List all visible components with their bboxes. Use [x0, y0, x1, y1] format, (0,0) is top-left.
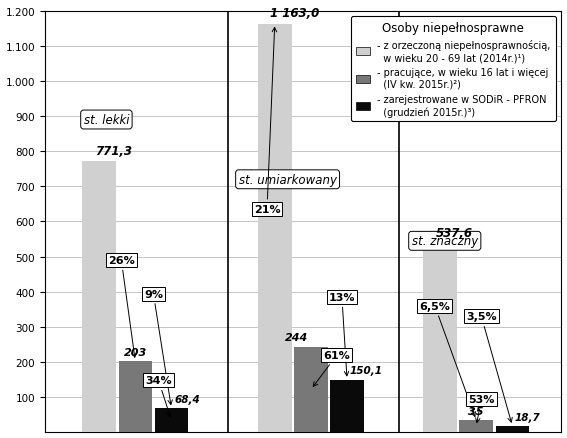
Text: st. umiarkowany: st. umiarkowany	[239, 173, 337, 186]
Text: 68,4: 68,4	[174, 394, 200, 404]
Text: 3,5%: 3,5%	[466, 312, 512, 422]
Text: st. znaczny: st. znaczny	[412, 235, 478, 248]
Text: 1 163,0: 1 163,0	[269, 7, 319, 20]
Bar	[258, 25, 291, 432]
Legend: - z orzeczoną niepełnosprawnością,
  w wieku 20 - 69 lat (2014r.)¹), - pracujące: - z orzeczoną niepełnosprawnością, w wie…	[351, 17, 556, 122]
Bar	[294, 347, 328, 432]
Text: 34%: 34%	[145, 375, 172, 417]
Text: st. lekki: st. lekki	[84, 114, 129, 127]
Bar	[155, 409, 188, 432]
Text: 13%: 13%	[329, 293, 355, 376]
Text: 18,7: 18,7	[515, 412, 541, 422]
Text: 53%: 53%	[468, 394, 494, 423]
Text: 6,5%: 6,5%	[420, 301, 476, 417]
Bar	[496, 426, 529, 432]
Text: 26%: 26%	[108, 255, 136, 357]
Text: 35: 35	[468, 406, 484, 416]
Bar	[459, 420, 493, 432]
Bar	[331, 380, 364, 432]
Bar	[424, 244, 457, 432]
Text: 150,1: 150,1	[350, 366, 383, 376]
Text: 21%: 21%	[253, 28, 280, 215]
Bar	[82, 162, 116, 432]
Text: 9%: 9%	[144, 289, 172, 405]
Text: 61%: 61%	[313, 350, 350, 387]
Bar	[119, 361, 152, 432]
Text: 771,3: 771,3	[95, 145, 132, 158]
Text: 537,6: 537,6	[436, 227, 473, 240]
Text: 244: 244	[285, 333, 308, 343]
Text: 203: 203	[124, 347, 147, 357]
